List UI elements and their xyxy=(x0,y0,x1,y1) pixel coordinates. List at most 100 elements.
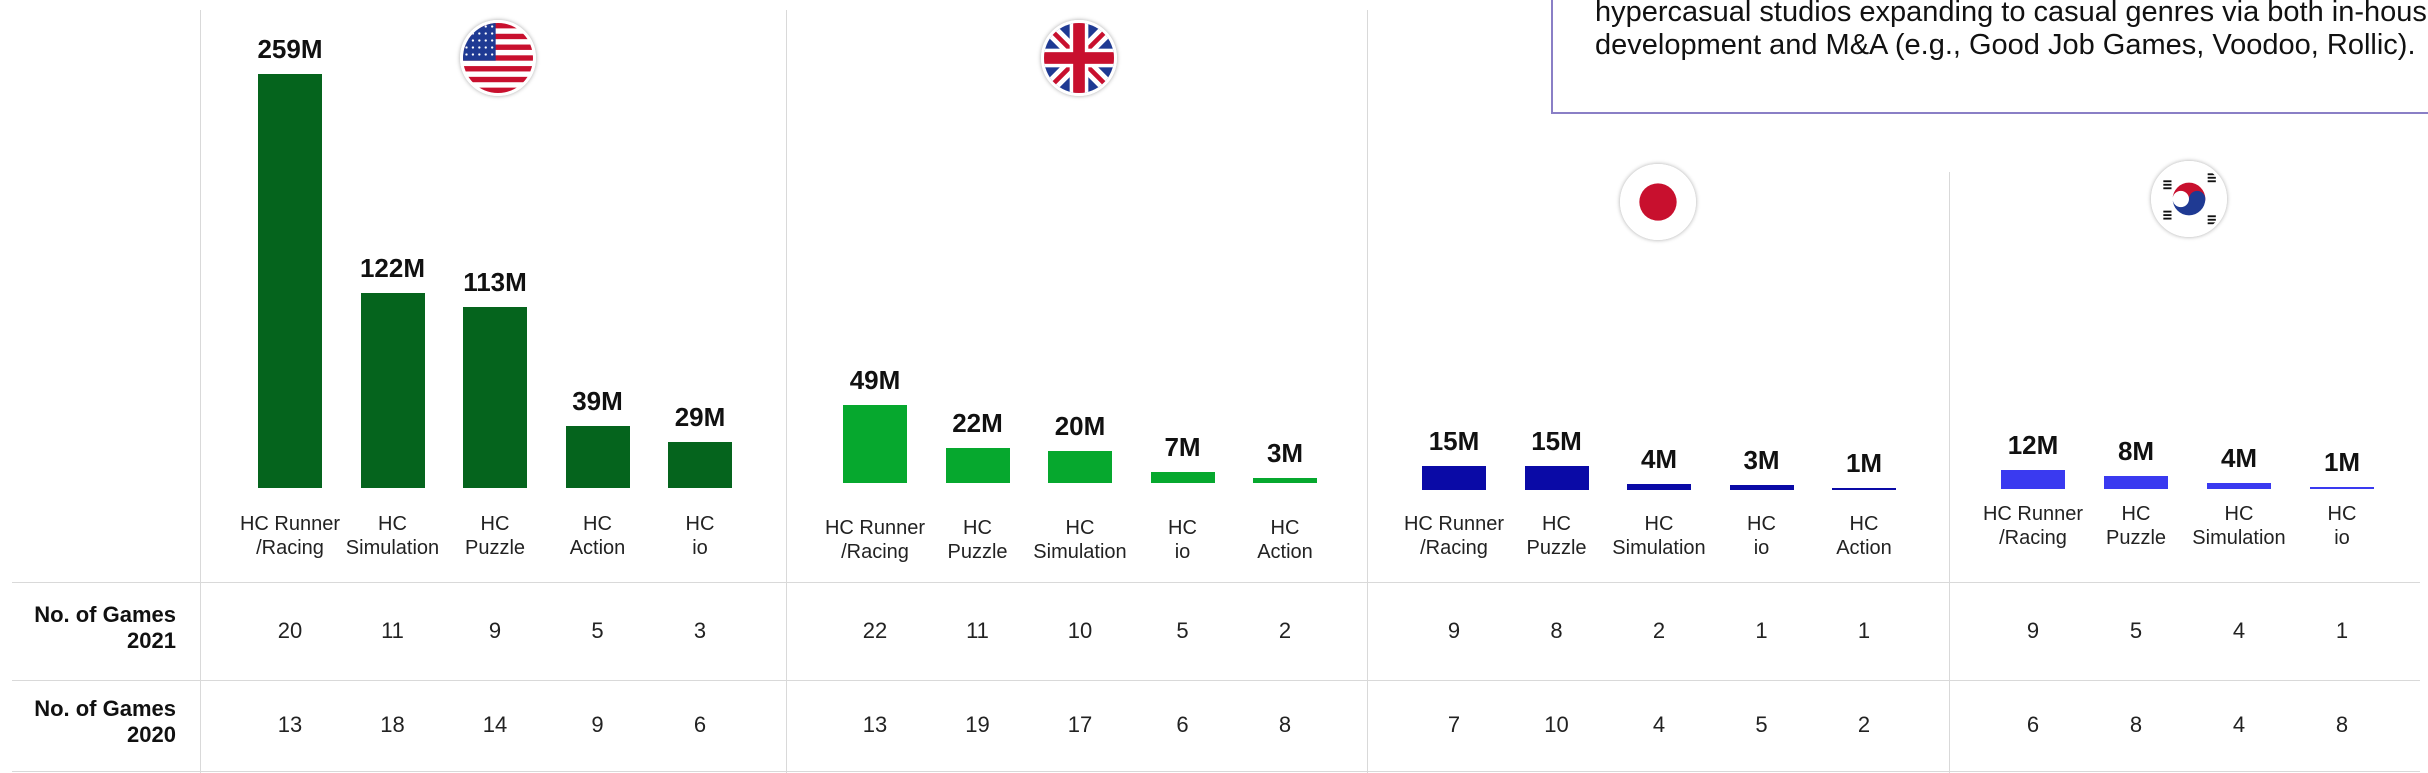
games-2020-cell: 13 xyxy=(277,712,303,737)
games-2021-cell: 22 xyxy=(862,618,888,643)
bar-value-label: 22M xyxy=(952,407,1003,438)
bar xyxy=(945,447,1010,483)
bar xyxy=(843,404,907,483)
category-label: HC Runner /Racing xyxy=(239,513,341,559)
table-line-top xyxy=(12,582,2420,583)
callout-box: hypercasual studios expanding to casual … xyxy=(1551,0,2428,114)
games-2021-cell: 1 xyxy=(2335,618,2349,643)
bar-value-label: 15M xyxy=(1531,426,1582,456)
row-label-games-2021: No. of Games 2021 xyxy=(34,602,176,653)
panel-divider xyxy=(786,10,787,773)
category-label: HC Simulation xyxy=(1612,513,1706,559)
games-2020-cell: 4 xyxy=(1652,712,1666,737)
games-2021-cell: 1 xyxy=(1857,618,1871,643)
games-2020-cell: 6 xyxy=(2026,712,2040,737)
games-2020-cell: 8 xyxy=(1278,712,1292,737)
games-2020-cell: 19 xyxy=(965,712,990,737)
bar xyxy=(2207,482,2271,489)
category-label: HC Puzzle xyxy=(947,517,1008,563)
bar xyxy=(1422,466,1486,490)
bar-value-label: 113M xyxy=(463,267,527,298)
bar xyxy=(668,441,732,488)
bar-value-label: 122M xyxy=(359,252,426,283)
games-2020-cell: 8 xyxy=(2335,712,2349,737)
games-2021-cell: 4 xyxy=(2232,618,2246,643)
games-2020-cell: 6 xyxy=(693,712,707,737)
games-2020-cell: 10 xyxy=(1544,712,1569,737)
us-flag-icon xyxy=(460,20,536,96)
games-2020-cell: 18 xyxy=(380,712,405,737)
table-line-middle xyxy=(12,680,2420,681)
games-2021-cell: 2 xyxy=(1278,618,1292,643)
games-2021-cell: 5 xyxy=(591,618,604,643)
category-label: HC io xyxy=(685,513,715,559)
bar xyxy=(1729,485,1794,490)
bar xyxy=(1253,478,1317,483)
games-2020-cell: 14 xyxy=(482,712,508,737)
games-2020-cell: 17 xyxy=(1067,712,1093,737)
category-label: HC Simulation xyxy=(345,513,440,559)
bar xyxy=(1150,471,1215,483)
category-label: HC io xyxy=(1747,513,1776,559)
bar-value-label: 1M xyxy=(1845,448,1883,478)
games-2020-cell: 9 xyxy=(591,712,604,737)
games-2021-cell: 9 xyxy=(2026,618,2040,643)
table-line-bottom xyxy=(12,771,2420,772)
games-2021-cell: 1 xyxy=(1755,618,1768,643)
bar-value-label: 8M xyxy=(2117,436,2155,467)
bar-value-label: 7M xyxy=(1164,431,1201,462)
callout-text: hypercasual studios expanding to casual … xyxy=(1595,0,2428,61)
bar xyxy=(565,425,630,488)
bar-value-label: 4M xyxy=(1640,443,1678,474)
bar xyxy=(1524,466,1589,490)
games-2021-cell: 3 xyxy=(693,618,707,643)
category-label: HC Simulation xyxy=(1033,517,1127,563)
category-label: HC Action xyxy=(1257,517,1313,563)
bar xyxy=(2001,469,2065,489)
bar xyxy=(360,292,425,488)
bar xyxy=(1048,451,1112,483)
category-label: HC Action xyxy=(569,513,626,559)
bar-value-label: 4M xyxy=(2220,442,2258,473)
games-2021-cell: 5 xyxy=(1176,618,1189,643)
games-2021-cell: 20 xyxy=(277,618,303,643)
category-label: HC Simulation xyxy=(2192,503,2286,549)
games-2021-cell: 5 xyxy=(2129,618,2143,643)
bar xyxy=(2104,476,2168,489)
panel-divider xyxy=(1367,10,1368,773)
bar-value-label: 12M xyxy=(2007,429,2059,460)
bar-value-label: 29M xyxy=(674,401,726,432)
games-2020-cell: 2 xyxy=(1857,712,1871,737)
bar-value-label: 15M xyxy=(1428,426,1480,456)
bar xyxy=(463,307,527,488)
bar-value-label: 259M xyxy=(257,33,323,64)
bar xyxy=(1627,483,1691,490)
bar-value-label: 49M xyxy=(849,364,901,395)
bar-value-label: 20M xyxy=(1054,411,1106,441)
games-2021-cell: 9 xyxy=(488,618,502,643)
category-label: HC Runner /Racing xyxy=(1982,503,2084,549)
category-label: HC Puzzle xyxy=(2105,503,2167,549)
bar-value-label: 3M xyxy=(1743,445,1780,476)
games-2021-cell: 2 xyxy=(1652,618,1666,643)
korea-flag-icon xyxy=(2151,161,2227,237)
games-2021-cell: 9 xyxy=(1447,618,1461,643)
category-label: HC Puzzle xyxy=(464,513,526,559)
games-2020-cell: 8 xyxy=(2129,712,2143,737)
bar xyxy=(2310,487,2374,489)
category-label: HC io xyxy=(2327,503,2357,549)
bar-value-label: 3M xyxy=(1266,438,1304,469)
row-label-games-2020: No. of Games 2020 xyxy=(34,696,176,747)
panel-divider xyxy=(1949,172,1950,773)
category-label: HC Puzzle xyxy=(1526,513,1587,559)
uk-flag-icon xyxy=(1041,20,1117,96)
bar-value-label: 1M xyxy=(2323,447,2361,477)
bar-value-label: 39M xyxy=(572,385,623,416)
category-label: HC Runner /Racing xyxy=(1403,513,1505,559)
category-label: HC io xyxy=(1168,517,1197,563)
games-2020-cell: 5 xyxy=(1755,712,1768,737)
japan-flag-icon xyxy=(1620,164,1696,240)
games-2021-cell: 11 xyxy=(966,618,989,643)
games-2020-cell: 4 xyxy=(2232,712,2246,737)
category-label: HC Action xyxy=(1836,513,1892,559)
